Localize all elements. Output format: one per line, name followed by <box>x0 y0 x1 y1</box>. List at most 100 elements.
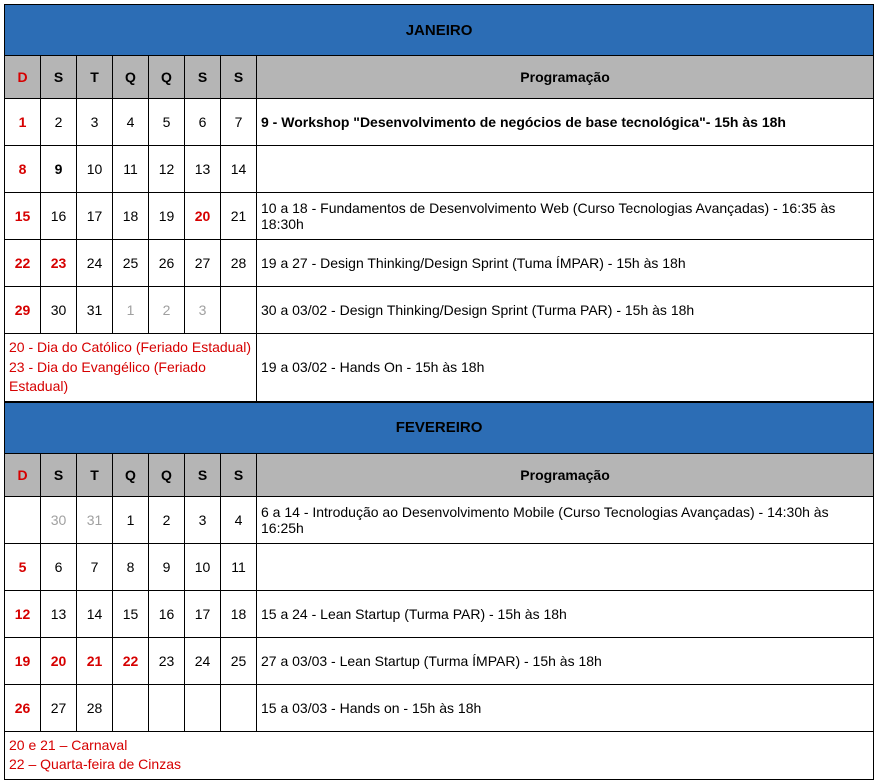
day-cell: 24 <box>185 637 221 684</box>
calendar-root: JANEIRODSTQQSSProgramação12345679 - Work… <box>4 4 873 780</box>
day-cell: 15 <box>5 193 41 240</box>
day-cell: 31 <box>77 496 113 543</box>
day-cell: 21 <box>221 193 257 240</box>
day-header: S <box>185 453 221 496</box>
day-cell: 3 <box>185 287 221 334</box>
day-cell: 27 <box>41 684 77 731</box>
day-header: S <box>41 56 77 99</box>
day-cell: 5 <box>5 543 41 590</box>
day-cell: 19 <box>149 193 185 240</box>
day-cell: 2 <box>149 287 185 334</box>
day-cell: 25 <box>113 240 149 287</box>
day-cell: 20 <box>185 193 221 240</box>
day-cell: 17 <box>77 193 113 240</box>
prog-cell: 15 a 03/03 - Hands on - 15h às 18h <box>257 684 874 731</box>
day-cell: 6 <box>185 99 221 146</box>
prog-cell: 27 a 03/03 - Lean Startup (Turma ÍMPAR) … <box>257 637 874 684</box>
day-cell: 30 <box>41 287 77 334</box>
week-row: 1213141516171815 a 24 - Lean Startup (Tu… <box>5 590 874 637</box>
week-row: 12345679 - Workshop "Desenvolvimento de … <box>5 99 874 146</box>
day-cell: 10 <box>77 146 113 193</box>
prog-cell: 9 - Workshop "Desenvolvimento de negócio… <box>257 99 874 146</box>
day-cell: 28 <box>77 684 113 731</box>
day-cell: 2 <box>41 99 77 146</box>
notes-row: 20 e 21 – Carnaval 22 – Quarta-feira de C… <box>5 731 874 779</box>
prog-cell <box>257 146 874 193</box>
day-header: Q <box>113 56 149 99</box>
day-cell: 31 <box>77 287 113 334</box>
month-title: JANEIRO <box>5 5 874 56</box>
day-cell <box>221 684 257 731</box>
note-line: 22 – Quarta-feira de Cinzas <box>9 756 181 772</box>
day-cell: 10 <box>185 543 221 590</box>
day-cell: 24 <box>77 240 113 287</box>
day-cell: 20 <box>41 637 77 684</box>
prog-header: Programação <box>257 56 874 99</box>
day-cell: 17 <box>185 590 221 637</box>
month-table: JANEIRODSTQQSSProgramação12345679 - Work… <box>4 4 874 402</box>
day-header: Q <box>149 56 185 99</box>
prog-cell: 6 a 14 - Introdução ao Desenvolvimento M… <box>257 496 874 543</box>
week-row: 567891011 <box>5 543 874 590</box>
week-row: 2223242526272819 a 27 - Design Thinking/… <box>5 240 874 287</box>
day-cell: 11 <box>113 146 149 193</box>
day-header: S <box>41 453 77 496</box>
day-cell: 18 <box>221 590 257 637</box>
week-row: 29303112330 a 03/02 - Design Thinking/De… <box>5 287 874 334</box>
day-cell: 3 <box>77 99 113 146</box>
day-cell <box>113 684 149 731</box>
prog-cell: 19 a 27 - Design Thinking/Design Sprint … <box>257 240 874 287</box>
day-cell: 3 <box>185 496 221 543</box>
day-cell: 16 <box>149 590 185 637</box>
week-row: 891011121314 <box>5 146 874 193</box>
day-cell: 21 <box>77 637 113 684</box>
day-header: S <box>185 56 221 99</box>
day-cell: 9 <box>149 543 185 590</box>
day-cell: 6 <box>41 543 77 590</box>
day-cell: 1 <box>113 287 149 334</box>
day-cell <box>185 684 221 731</box>
day-cell: 5 <box>149 99 185 146</box>
day-cell: 12 <box>149 146 185 193</box>
notes-cell: 20 e 21 – Carnaval 22 – Quarta-feira de C… <box>5 731 874 779</box>
week-row: 1516171819202110 a 18 - Fundamentos de D… <box>5 193 874 240</box>
day-header: T <box>77 56 113 99</box>
day-cell: 9 <box>41 146 77 193</box>
day-cell: 16 <box>41 193 77 240</box>
prog-header: Programação <box>257 453 874 496</box>
day-cell: 8 <box>113 543 149 590</box>
prog-cell: 15 a 24 - Lean Startup (Turma PAR) - 15h… <box>257 590 874 637</box>
prog-cell: 10 a 18 - Fundamentos de Desenvolvimento… <box>257 193 874 240</box>
day-cell: 12 <box>5 590 41 637</box>
day-cell: 25 <box>221 637 257 684</box>
day-cell: 19 <box>5 637 41 684</box>
day-cell: 14 <box>77 590 113 637</box>
month-table: FEVEREIRODSTQQSSProgramação303112346 a 1… <box>4 402 874 780</box>
note-line: 20 - Dia do Católico (Feriado Estadual) <box>9 339 251 355</box>
day-header: Q <box>113 453 149 496</box>
day-cell: 26 <box>5 684 41 731</box>
day-cell: 22 <box>5 240 41 287</box>
note-line: 23 - Dia do Evangélico (Feriado Estadual… <box>9 359 206 395</box>
week-row: 1920212223242527 a 03/03 - Lean Startup … <box>5 637 874 684</box>
day-cell: 7 <box>221 99 257 146</box>
notes-row: 20 - Dia do Católico (Feriado Estadual) 2… <box>5 334 874 402</box>
day-cell: 1 <box>113 496 149 543</box>
day-cell: 30 <box>41 496 77 543</box>
day-cell: 2 <box>149 496 185 543</box>
day-header: S <box>221 453 257 496</box>
day-cell: 11 <box>221 543 257 590</box>
day-header: D <box>5 453 41 496</box>
day-cell: 4 <box>113 99 149 146</box>
day-cell: 28 <box>221 240 257 287</box>
note-line: 20 e 21 – Carnaval <box>9 737 127 753</box>
day-header: S <box>221 56 257 99</box>
day-header: T <box>77 453 113 496</box>
day-cell: 7 <box>77 543 113 590</box>
day-cell: 23 <box>149 637 185 684</box>
day-cell: 8 <box>5 146 41 193</box>
day-cell: 27 <box>185 240 221 287</box>
day-cell: 18 <box>113 193 149 240</box>
day-cell: 29 <box>5 287 41 334</box>
day-cell <box>5 496 41 543</box>
